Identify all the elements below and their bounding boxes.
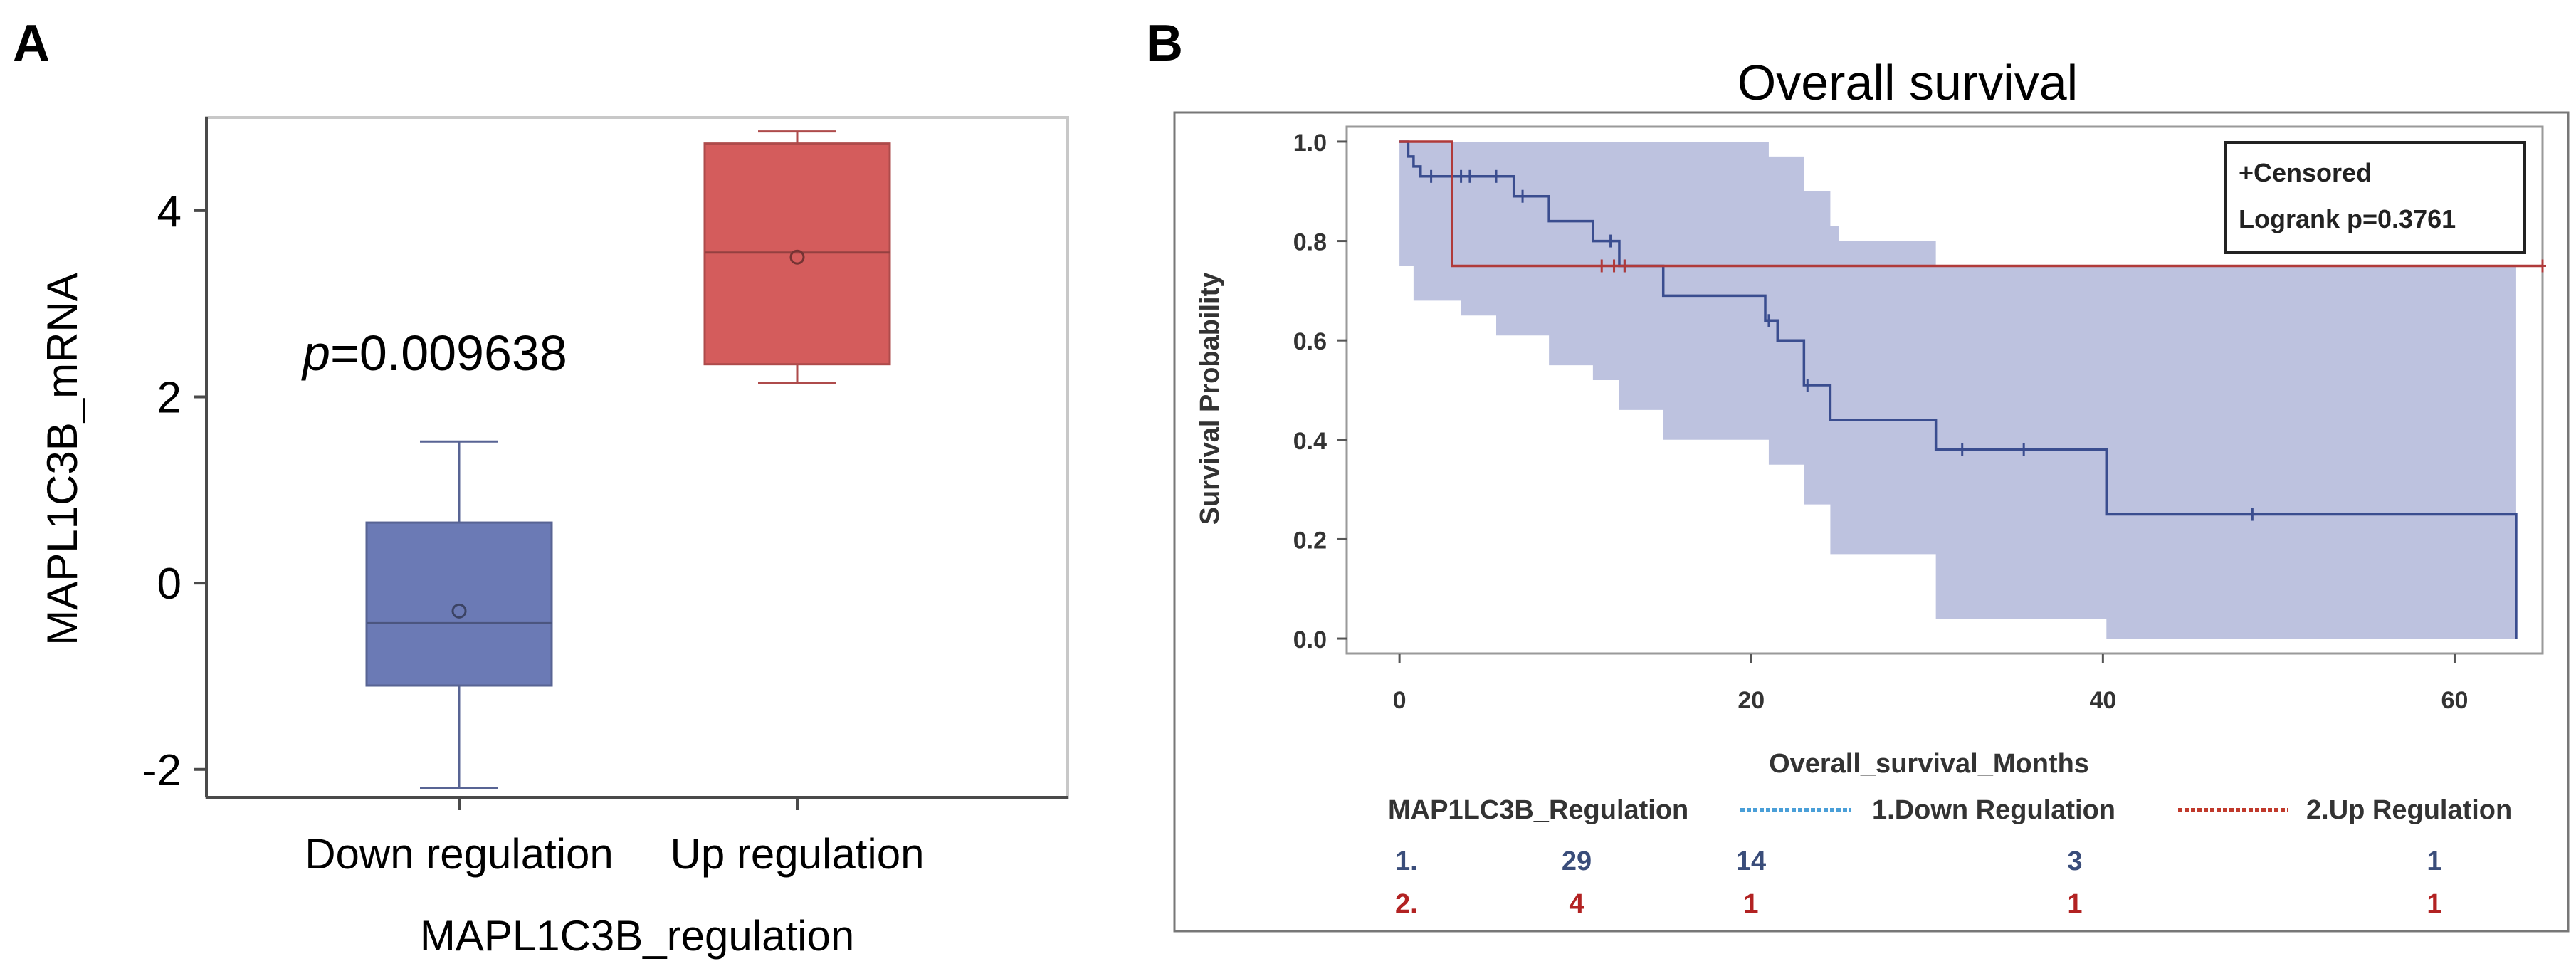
panel-a-p-value: p=0.009638 <box>301 325 567 381</box>
panel-b: B Overall survival 1.0 0.8 0.6 0.4 0.2 0.0 0 2… <box>1146 15 2570 933</box>
x-tick-label: Up regulation <box>671 830 925 878</box>
panel-a-y-label: MAPL1C3B_mRNA <box>38 273 86 646</box>
panel-b-y-ticks: 1.0 0.8 0.6 0.4 0.2 0.0 <box>1293 130 1347 654</box>
risk-cell: 1 <box>2067 889 2082 919</box>
panel-b-legend-label-up: 2.Up Regulation <box>2306 795 2512 825</box>
y-tick-label: 0 <box>157 560 182 609</box>
y-tick-label: -2 <box>142 746 182 795</box>
panel-a-p-number: =0.009638 <box>330 325 567 381</box>
risk-cell: 1 <box>1743 889 1758 919</box>
panel-b-legend-label-down: 1.Down Regulation <box>1872 795 2115 825</box>
risk-cell: 3 <box>2067 846 2082 876</box>
y-tick-label: 0.6 <box>1293 328 1327 355</box>
y-tick-label: 4 <box>157 187 182 236</box>
panel-a-boxes <box>365 130 891 789</box>
y-tick-label: 2 <box>157 373 182 422</box>
panel-b-risk-table: 1. 29 14 3 1 2. 4 1 1 1 <box>1395 846 2442 919</box>
box-mean-marker <box>789 249 805 265</box>
x-tick-label: Down regulation <box>305 830 614 878</box>
panel-a: A 4 2 0 -2 Down regulation Up regulation p=0… <box>13 15 1069 960</box>
panel-b-legend-censored: +Censored <box>2239 158 2372 187</box>
panel-b-title: Overall survival <box>1738 55 2078 110</box>
y-tick-label: 0.2 <box>1293 527 1327 554</box>
y-tick-label: 1.0 <box>1293 130 1327 157</box>
risk-row-label: 1. <box>1395 846 1418 876</box>
panel-a-p-prefix: p <box>301 325 330 381</box>
panel-b-risk-table-title: MAP1LC3B_Regulation <box>1388 795 1688 825</box>
panel-b-x-label: Overall_survival_Months <box>1769 749 2089 779</box>
box-down-regulation <box>365 440 553 789</box>
risk-cell: 29 <box>1562 846 1592 876</box>
y-tick-label: 0.0 <box>1293 626 1327 654</box>
panel-b-series <box>1399 140 2546 639</box>
panel-a-x-ticks: Down regulation Up regulation <box>305 797 924 878</box>
panel-b-y-label: Survival Probability <box>1195 273 1225 525</box>
risk-cell: 1 <box>2427 889 2441 919</box>
y-tick-label: 0.8 <box>1293 229 1327 256</box>
series-up-regulation <box>1399 140 2546 273</box>
survival-curve <box>1399 140 2543 268</box>
panel-a-plot-frame <box>205 116 1069 799</box>
box-up-regulation <box>703 130 891 384</box>
x-tick-label: 60 <box>2441 687 2469 714</box>
box-body <box>703 142 891 366</box>
panel-b-letter: B <box>1146 15 1183 72</box>
x-tick-label: 20 <box>1738 687 1765 714</box>
panel-a-letter: A <box>13 15 50 72</box>
risk-cell: 14 <box>1736 846 1766 876</box>
panel-a-y-ticks: 4 2 0 -2 <box>142 187 206 795</box>
panel-b-legend-logrank: Logrank p=0.3761 <box>2239 204 2456 233</box>
panel-b-legend-box <box>2224 141 2526 254</box>
panel-b-x-ticks: 0 20 40 60 <box>1393 654 2469 714</box>
x-tick-label: 0 <box>1393 687 1407 714</box>
risk-cell: 4 <box>1569 889 1584 919</box>
box-mean-marker <box>451 603 467 619</box>
x-tick-label: 40 <box>2089 687 2116 714</box>
panel-a-x-label: MAPL1C3B_regulation <box>420 912 854 960</box>
risk-row-label: 2. <box>1395 889 1418 919</box>
y-tick-label: 0.4 <box>1293 428 1327 455</box>
risk-cell: 1 <box>2427 846 2441 876</box>
